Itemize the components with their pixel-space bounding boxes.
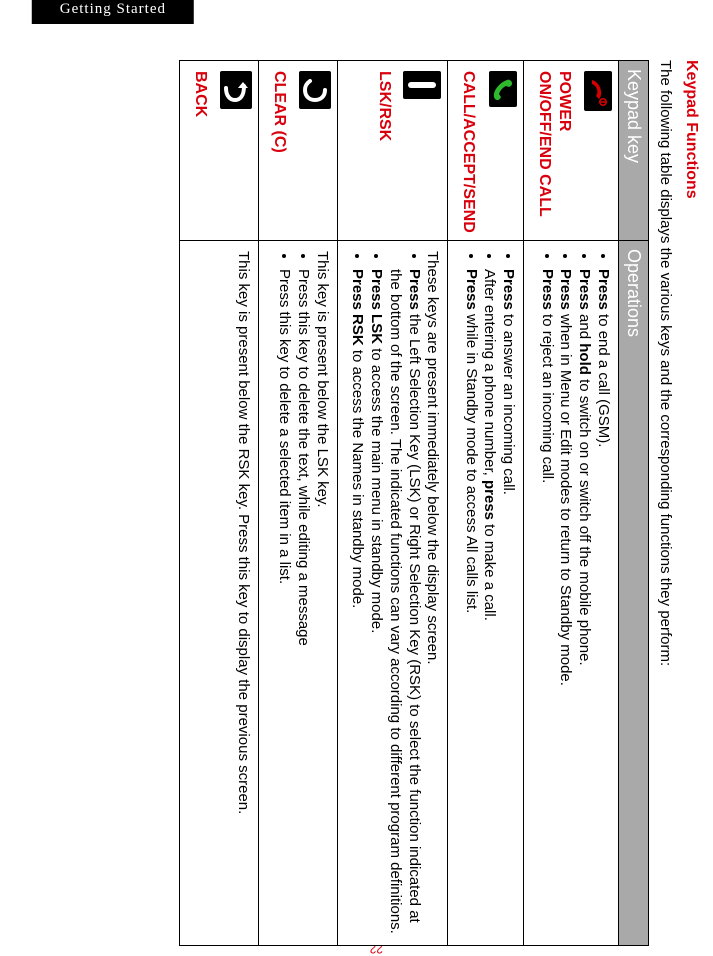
key-label: POWER ON/OFF/END CALL [534, 71, 574, 232]
key-label: BACK [190, 71, 210, 232]
operations-list: Press this key to delete the text, while… [275, 251, 313, 937]
key-cell: CALL/ACCEPT/SEND [448, 61, 524, 241]
operations-cell: This key is present below the RSK key. P… [180, 241, 259, 946]
operations-item: Press the Left Selection Key (LSK) or Ri… [385, 269, 423, 937]
header-ops: Operations [619, 241, 649, 946]
operations-item: Press this key to delete the text, while… [293, 269, 312, 937]
table-row: POWER ON/OFF/END CALL Press to end a call… [524, 61, 619, 946]
key-cell: POWER ON/OFF/END CALL [524, 61, 619, 241]
table-row: LSK/RSK These keys are present immediatel… [337, 61, 448, 946]
operations-item: Press while in Standby mode to access Al… [461, 269, 480, 937]
keypad-table: Keypad key Operations POWER ON/OFF/END C… [179, 60, 649, 946]
operations-item: Press RSK to access the Names in standby… [348, 269, 367, 937]
key-cell: BACK [180, 61, 259, 241]
clear-icon [299, 71, 331, 109]
key-cell: CLEAR (C) [259, 61, 338, 241]
table-row: BACK This key is present below the RSK ke… [180, 61, 259, 946]
softkey-icon [404, 71, 442, 99]
operations-item: Press to answer an incoming call. [499, 269, 518, 937]
side-tab: Getting Started [32, 0, 194, 24]
table-row: CALL/ACCEPT/SEND Press to answer an incom… [448, 61, 524, 946]
operations-lead: This key is present below the RSK key. P… [233, 251, 252, 937]
operations-cell: These keys are present immediately below… [337, 241, 448, 946]
operations-item: Press LSK to access the main menu in sta… [367, 269, 386, 937]
operations-list: Press to answer an incoming call.After e… [461, 251, 517, 937]
call-icon [489, 71, 517, 107]
intro-text: The following table displays the various… [657, 60, 674, 946]
key-cell: LSK/RSK [337, 61, 448, 241]
back-icon [220, 71, 252, 109]
operations-item: After entering a phone number, press to … [480, 269, 499, 937]
key-label: CLEAR (C) [269, 71, 289, 232]
operations-item: Press this key to delete a selected item… [275, 269, 294, 937]
operations-cell: Press to end a call (GSM).Press and hold… [524, 241, 619, 946]
content-area: Keypad Functions The following table dis… [179, 60, 700, 946]
operations-lead: These keys are present immediately below… [423, 251, 442, 937]
operations-item: Press to reject an incoming call. [537, 269, 556, 937]
operations-item: Press to end a call (GSM). [593, 269, 612, 937]
operations-item: Press when in Menu or Edit modes to retu… [556, 269, 575, 937]
end-call-icon [584, 71, 612, 111]
page-container: Getting Started 22 Keypad Functions The … [0, 0, 713, 956]
key-label: LSK/RSK [374, 71, 394, 232]
operations-item: Press and hold to switch on or switch of… [575, 269, 594, 937]
table-row: CLEAR (C) This key is present below the L… [259, 61, 338, 946]
key-label: CALL/ACCEPT/SEND [459, 71, 479, 232]
operations-cell: Press to answer an incoming call.After e… [448, 241, 524, 946]
operations-list: Press to end a call (GSM).Press and hold… [537, 251, 612, 937]
header-key: Keypad key [619, 61, 649, 241]
operations-list: Press the Left Selection Key (LSK) or Ri… [348, 251, 423, 937]
operations-lead: This key is present below the LSK key. [312, 251, 331, 937]
section-title: Keypad Functions [682, 60, 700, 946]
operations-cell: This key is present below the LSK key.Pr… [259, 241, 338, 946]
